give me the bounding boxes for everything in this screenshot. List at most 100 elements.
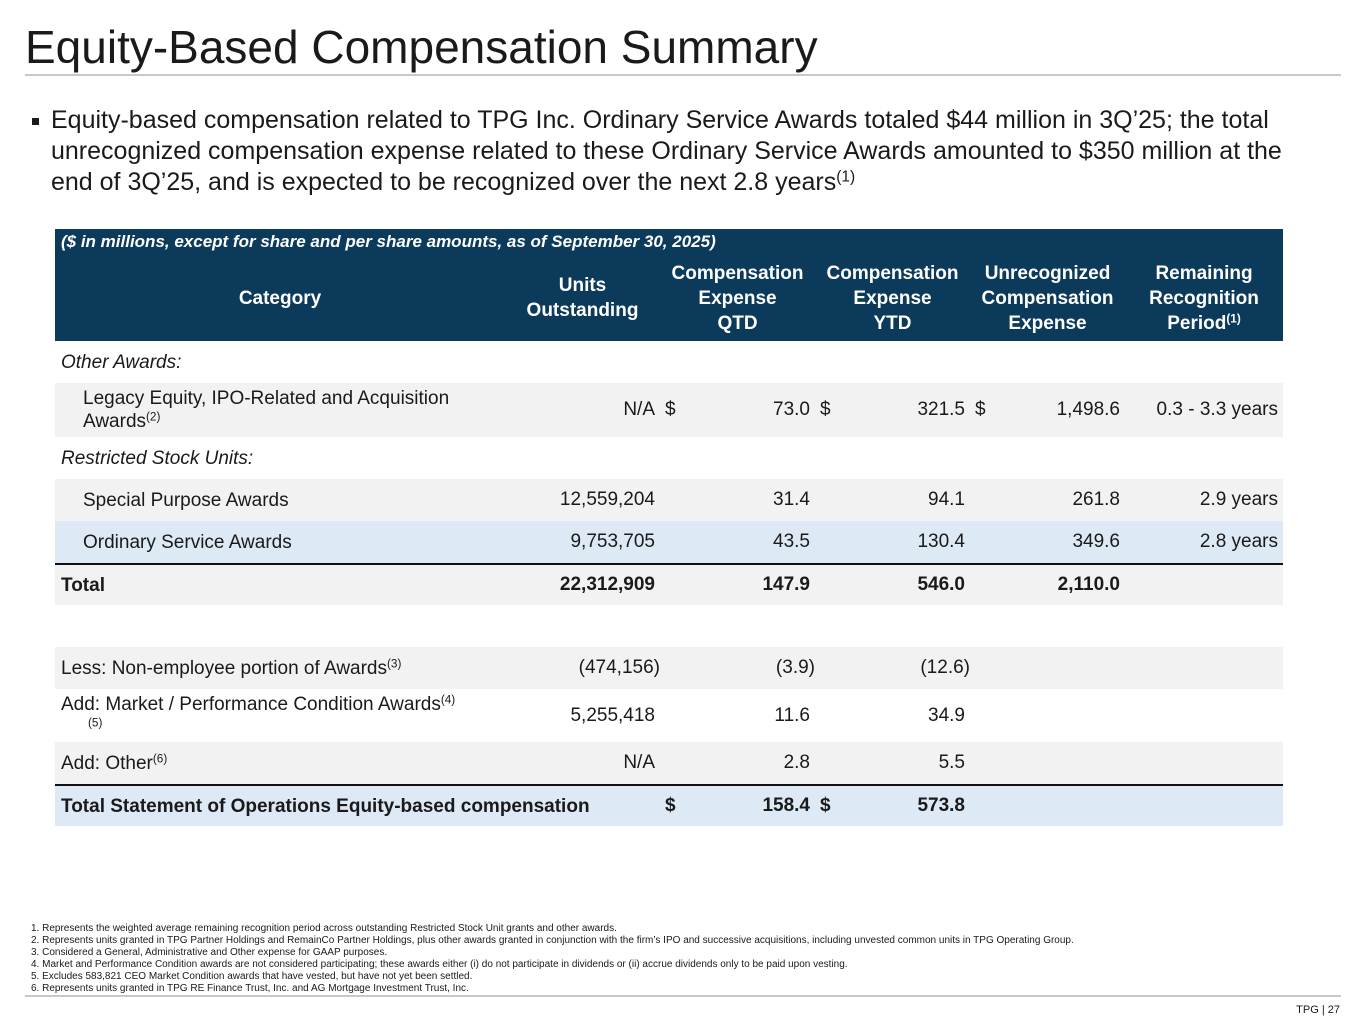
header-text: Compensation xyxy=(981,287,1114,309)
header-line: Compensation xyxy=(672,261,804,286)
label: Add: Market / Performance Condition Awar… xyxy=(61,693,441,715)
table-row: Other Awards: xyxy=(55,341,1283,383)
footnotes: 1. Represents the weighted average remai… xyxy=(31,923,1074,995)
cell: 0.3 - 3.3 years xyxy=(1125,399,1283,421)
cell: 5.5 xyxy=(815,752,970,774)
cell-value: 573.8 xyxy=(917,795,965,816)
footnote: 3. Considered a General, Administrative … xyxy=(31,947,388,958)
row-label: Special Purpose Awards xyxy=(55,489,505,512)
cell-value: 130.4 xyxy=(917,531,965,552)
header-text: Units xyxy=(558,275,607,296)
table-row: Legacy Equity, IPO-Related and Acquisiti… xyxy=(55,383,1283,437)
superscript: (1) xyxy=(1226,312,1241,326)
row-label: Less: Non-employee portion of Awards(3) xyxy=(55,657,505,680)
cell: $1,498.6 xyxy=(970,399,1125,421)
row-label: Add: Market / Performance Condition Awar… xyxy=(55,693,505,739)
footnote: 4. Market and Performance Condition awar… xyxy=(31,959,848,970)
cell-value: 73.0 xyxy=(773,399,810,420)
footnote: 6. Represents units granted in TPG RE Fi… xyxy=(31,983,469,994)
cell: 9,753,705 xyxy=(505,531,660,553)
label-text: Legacy Equity, IPO-Related and Acquisiti… xyxy=(83,387,495,433)
header-line: YTD xyxy=(874,311,912,336)
title: Equity-Based Compensation Summary xyxy=(25,21,818,73)
cell-value: 5.5 xyxy=(938,752,965,773)
header-line: Category xyxy=(239,286,321,311)
footnote: 2. Represents units granted in TPG Partn… xyxy=(31,935,1074,946)
row-label: Ordinary Service Awards xyxy=(55,531,505,554)
header-text: Expense xyxy=(1008,312,1087,334)
cell: 349.6 xyxy=(970,531,1125,553)
cell: 31.4 xyxy=(660,489,815,511)
header-line: Expense xyxy=(698,286,776,311)
header-line: Outstanding xyxy=(527,298,639,323)
cell: 130.4 xyxy=(815,531,970,553)
cell-value: 22,312,909 xyxy=(559,574,655,595)
currency: $ xyxy=(665,795,676,816)
label-text: Special Purpose Awards xyxy=(83,489,505,512)
header-line: Units xyxy=(559,273,607,298)
cell: 2.9 years xyxy=(1125,489,1283,511)
cell-value: 349.6 xyxy=(1072,531,1120,552)
table-row: Add: Other(6) N/A 2.8 5.5 xyxy=(55,742,1283,784)
cell-value: (12.6) xyxy=(920,657,970,678)
table-body: Other Awards: Legacy Equity, IPO-Related … xyxy=(55,341,1283,826)
divider xyxy=(25,995,1341,997)
cell: $158.4 xyxy=(660,795,815,817)
table-row: Ordinary Service Awards 9,753,705 43.5 130.… xyxy=(55,521,1283,563)
label-text: Less: Non-employee portion of Awards(3) xyxy=(61,657,505,680)
page-number: TPG | 27 xyxy=(1296,1004,1340,1016)
cell-value: 2.8 xyxy=(783,752,810,773)
cell-value: 11.6 xyxy=(774,704,810,726)
cell-value: N/A xyxy=(623,752,655,773)
header-line: Compensation xyxy=(827,261,959,286)
cell: 546.0 xyxy=(815,574,970,596)
cell: 22,312,909 xyxy=(505,574,660,596)
bullet: Equity-based compensation related to TPG… xyxy=(32,105,1301,198)
cell-value: 1,498.6 xyxy=(1056,399,1120,420)
footnote: 1. Represents the weighted average remai… xyxy=(31,923,617,934)
superscript: (1) xyxy=(836,168,856,186)
cell-value: (474,156) xyxy=(578,657,660,678)
cell: 11.6 xyxy=(660,705,815,727)
column-header: Units Outstanding xyxy=(505,255,660,341)
label-text: Total Statement of Operations Equity-bas… xyxy=(61,795,590,818)
column-header: Remaining Recognition Period(1) xyxy=(1125,255,1283,341)
label: Special Purpose Awards xyxy=(83,489,289,511)
label-text: Total xyxy=(61,574,505,597)
header-text: YTD xyxy=(873,312,912,334)
header-text: Outstanding xyxy=(526,300,639,321)
superscript: (6) xyxy=(152,752,168,766)
superscript: (4)(5) xyxy=(88,693,456,730)
label: Other Awards: xyxy=(61,351,182,373)
table-row: Restricted Stock Units: xyxy=(55,437,1283,479)
column-header: Unrecognized Compensation Expense xyxy=(970,255,1125,341)
cell-value: 12,559,204 xyxy=(559,489,655,510)
label-text: Ordinary Service Awards xyxy=(83,531,505,554)
cell: (3.9) xyxy=(660,657,815,679)
row-label: Total xyxy=(55,574,505,597)
label-text: Restricted Stock Units: xyxy=(61,447,655,470)
currency: $ xyxy=(820,399,831,420)
label: Total xyxy=(61,574,105,596)
table-note: ($ in millions, except for share and per… xyxy=(61,232,716,251)
cell: N/A xyxy=(505,752,660,774)
header-line: Remaining xyxy=(1155,261,1252,286)
divider xyxy=(25,74,1341,76)
header-line: Expense xyxy=(1008,311,1086,336)
header-text: Recognition xyxy=(1149,287,1259,309)
header-columns: Category Units Outstanding Compensation Expe… xyxy=(55,255,1283,341)
cell-value: 94.1 xyxy=(928,489,965,510)
cell-value: 2,110.0 xyxy=(1057,574,1120,595)
cell-value: 31.4 xyxy=(773,489,810,510)
cell-value: (3.9) xyxy=(775,657,815,678)
cell: $321.5 xyxy=(815,399,970,421)
cell: 12,559,204 xyxy=(505,489,660,511)
cell: 147.9 xyxy=(660,574,815,596)
cell-value: 158.4 xyxy=(762,795,810,816)
cell: $73.0 xyxy=(660,399,815,421)
cell: 2,110.0 xyxy=(970,574,1125,596)
header-text: Remaining xyxy=(1155,262,1253,284)
cell: 261.8 xyxy=(970,489,1125,511)
table-header: ($ in millions, except for share and per… xyxy=(55,229,1283,341)
